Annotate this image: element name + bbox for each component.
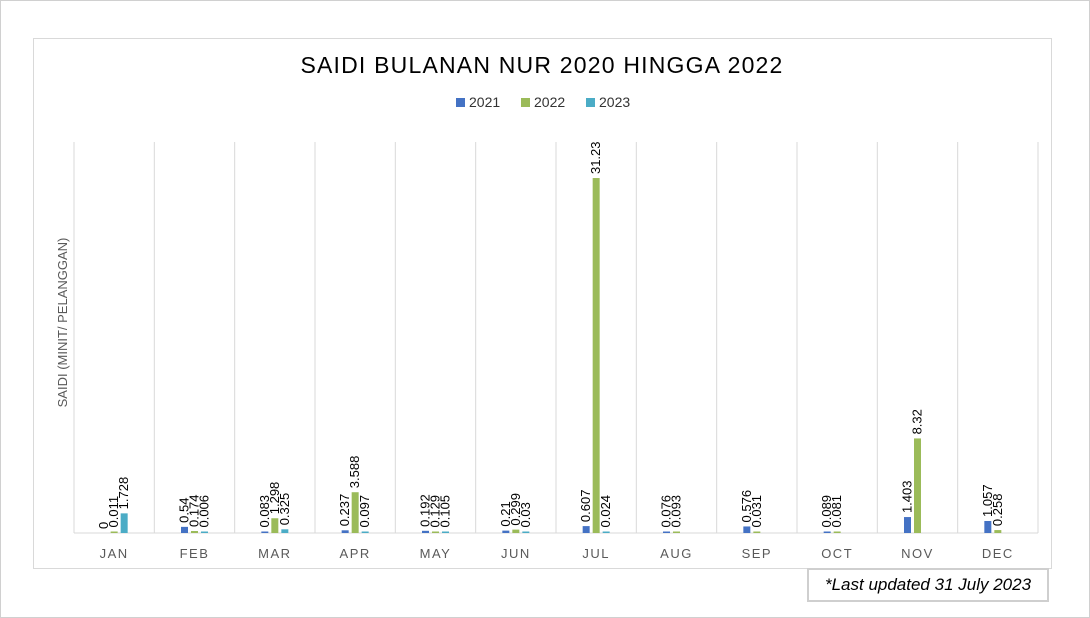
bar-may-2022 [432,531,439,533]
data-label-aug-2021: 0.076 [659,495,674,528]
bar-sep-2022 [753,531,761,533]
data-label-apr-2021: 0.237 [337,494,352,527]
x-tick-label-jan: JAN [100,546,129,561]
last-updated-note: *Last updated 31 July 2023 [807,568,1049,602]
bar-jan-2022 [110,531,118,533]
data-label-may-2022: 0.129 [428,495,443,528]
data-label-jul-2022: 31.23 [588,141,603,174]
bar-jul-2021 [582,526,590,533]
bar-jun-2021 [502,530,510,533]
data-label-feb-2021: 0.54 [177,498,192,523]
data-label-oct-2021: 0.089 [819,495,834,528]
data-label-nov-2021: 1.403 [900,481,915,514]
data-label-apr-2022: 3.588 [347,456,362,489]
data-label-may-2021: 0.192 [418,494,433,527]
legend-swatch-2022 [521,98,530,107]
bar-may-2021 [422,530,429,533]
bar-apr-2022 [351,492,359,533]
data-label-aug-2022: 0.093 [669,495,684,528]
x-tick-label-aug: AUG [660,546,693,561]
data-label-may-2023: 0.105 [438,495,453,528]
data-label-jun-2021: 0.21 [498,501,513,526]
bar-mar-2023 [281,529,289,533]
bar-jul-2023 [602,531,610,533]
x-tick-label-jun: JUN [501,546,531,561]
data-label-sep-2021: 0.576 [739,490,754,523]
x-tick-label-dec: DEC [982,546,1014,561]
legend-label-2023: 2023 [599,94,630,110]
bar-aug-2022 [673,531,680,533]
bar-feb-2022 [191,531,198,533]
bar-mar-2021 [261,531,269,533]
data-label-jun-2022: 0.299 [508,493,523,526]
x-tick-label-feb: FEB [180,546,210,561]
legend-swatch-2021 [456,98,465,107]
data-label-dec-2021: 1.057 [980,484,995,517]
x-tick-label-may: MAY [420,546,452,561]
data-label-jan-2021: 0 [96,522,111,529]
bar-jul-2022 [592,178,600,533]
bar-oct-2022 [833,531,841,533]
bar-dec-2021 [984,520,992,533]
bar-sep-2021 [743,526,751,533]
legend-swatch-2023 [586,98,595,107]
bar-nov-2022 [914,438,921,533]
bar-oct-2021 [823,531,831,533]
data-label-mar-2022: 1.298 [267,482,282,515]
data-label-apr-2023: 0.097 [357,495,372,528]
x-tick-label-jul: JUL [582,546,610,561]
x-tick-label-apr: APR [340,546,371,561]
x-tick-label-sep: SEP [742,546,773,561]
x-tick-label-mar: MAR [258,546,291,561]
chart-area: SAIDI BULANAN NUR 2020 HINGGA 2022 2021 20… [33,38,1052,569]
bar-mar-2022 [271,518,279,533]
data-label-sep-2022: 0.031 [749,495,764,528]
data-label-nov-2022: 8.32 [910,409,925,434]
bar-feb-2023 [201,531,208,533]
saidi-bar-chart: SAIDI BULANAN NUR 2020 HINGGA 2022 2021 20… [55,52,1039,561]
data-label-jul-2023: 0.024 [598,495,613,528]
bar-apr-2023 [361,531,369,533]
data-label-mar-2021: 0.083 [257,495,272,528]
bar-jan-2023 [120,513,128,533]
chart-title: SAIDI BULANAN NUR 2020 HINGGA 2022 [300,52,783,78]
bar-jun-2022 [512,529,520,533]
bar-jun-2023 [522,531,530,533]
legend-label-2022: 2022 [534,94,565,110]
data-label-jan-2023: 1.728 [116,477,131,510]
x-tick-label-nov: NOV [901,546,934,561]
x-tick-label-oct: OCT [821,546,853,561]
legend-label-2021: 2021 [469,94,500,110]
data-label-jun-2023: 0.03 [518,502,533,527]
bar-aug-2021 [663,531,670,533]
data-label-mar-2023: 0.325 [277,493,292,526]
data-label-feb-2022: 0.174 [187,494,202,527]
data-label-oct-2022: 0.081 [829,495,844,528]
data-label-jul-2021: 0.607 [578,490,593,523]
bar-dec-2022 [994,530,1002,533]
bar-may-2023 [442,531,449,533]
data-label-jan-2022: 0.011 [106,496,121,528]
data-label-dec-2022: 0.258 [990,494,1005,527]
bar-apr-2021 [341,530,349,533]
bar-feb-2021 [181,526,188,533]
bar-nov-2021 [904,517,911,533]
data-label-feb-2023: 0.006 [197,495,212,528]
y-axis-label: SAIDI (MINIT/ PELANGGAN) [55,238,70,408]
